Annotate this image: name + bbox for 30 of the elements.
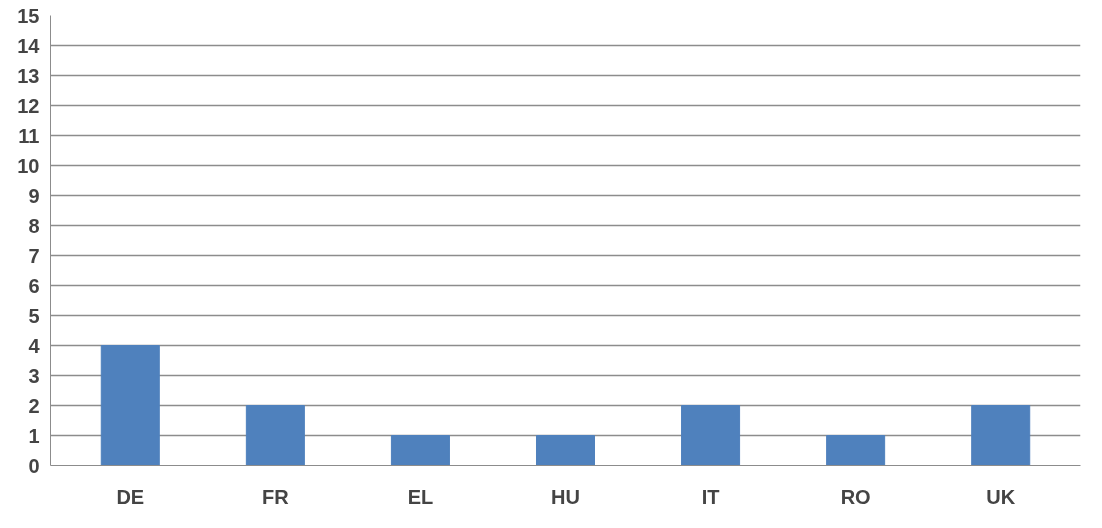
y-tick-label: 11 bbox=[18, 124, 40, 147]
y-tick-label: 0 bbox=[28, 454, 40, 477]
x-tick-label: HU bbox=[551, 485, 580, 508]
y-tick-label: 14 bbox=[17, 34, 41, 57]
bar bbox=[826, 435, 886, 466]
y-tick-label: 10 bbox=[17, 154, 40, 177]
x-tick-label: DE bbox=[116, 485, 145, 508]
y-tick-label: 7 bbox=[28, 244, 40, 267]
bar bbox=[245, 405, 305, 466]
bar bbox=[390, 435, 450, 466]
bar bbox=[535, 435, 596, 466]
x-tick-label: FR bbox=[262, 485, 290, 508]
bar bbox=[100, 345, 160, 466]
y-tick-label: 5 bbox=[28, 304, 40, 327]
bar bbox=[681, 405, 741, 466]
y-tick-label: 8 bbox=[28, 214, 40, 237]
y-tick-label: 6 bbox=[28, 274, 40, 297]
y-tick-label: 9 bbox=[28, 184, 40, 207]
y-tick-label: 3 bbox=[28, 364, 40, 387]
x-tick-label: EL bbox=[407, 485, 434, 508]
x-tick-label: IT bbox=[701, 485, 720, 508]
x-tick-label: UK bbox=[986, 485, 1016, 508]
y-tick-label: 2 bbox=[28, 394, 40, 417]
y-tick-label: 4 bbox=[28, 334, 41, 357]
x-tick-label: RO bbox=[840, 485, 871, 508]
y-tick-label: 15 bbox=[17, 4, 40, 27]
y-tick-label: 13 bbox=[17, 64, 40, 87]
bar bbox=[971, 405, 1031, 466]
y-tick-label: 12 bbox=[17, 94, 40, 117]
y-tick-label: 1 bbox=[28, 424, 40, 447]
